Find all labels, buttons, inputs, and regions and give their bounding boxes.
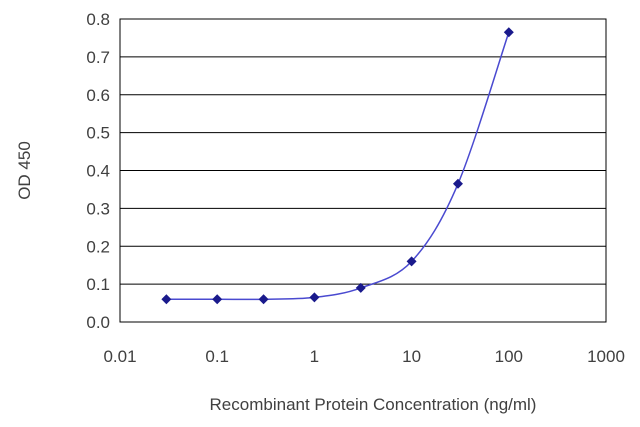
y-tick-label: 0.6: [86, 86, 110, 105]
y-axis-ticks: 0.0 0.1 0.2 0.3 0.4 0.5 0.6 0.7 0.8: [86, 10, 110, 332]
y-tick-label: 0.1: [86, 275, 110, 294]
data-point: [355, 282, 366, 293]
x-tick-label: 1: [310, 347, 319, 366]
x-axis-label: Recombinant Protein Concentration (ng/ml…: [210, 395, 537, 414]
data-point: [406, 256, 417, 267]
data-point: [452, 178, 463, 189]
y-tick-label: 0.5: [86, 124, 110, 143]
data-points: [161, 27, 514, 305]
y-tick-label: 0.7: [86, 48, 110, 67]
x-tick-label: 0.1: [205, 347, 229, 366]
y-tick-label: 0.0: [86, 313, 110, 332]
x-tick-label: 0.01: [103, 347, 136, 366]
x-tick-label: 10: [402, 347, 421, 366]
y-tick-label: 0.3: [86, 199, 110, 218]
data-point: [503, 27, 514, 38]
data-point: [309, 292, 320, 303]
y-tick-label: 0.4: [86, 162, 110, 181]
y-axis-label: OD 450: [15, 141, 34, 200]
data-point: [161, 294, 172, 305]
y-tick-label: 0.2: [86, 237, 110, 256]
y-tick-label: 0.8: [86, 10, 110, 29]
data-point: [212, 294, 223, 305]
x-axis-ticks: 0.01 0.1 1 10 100 1000: [103, 347, 624, 366]
x-tick-label: 1000: [587, 347, 625, 366]
data-point: [258, 294, 269, 305]
x-tick-label: 100: [495, 347, 523, 366]
grid-lines: [120, 56, 606, 285]
